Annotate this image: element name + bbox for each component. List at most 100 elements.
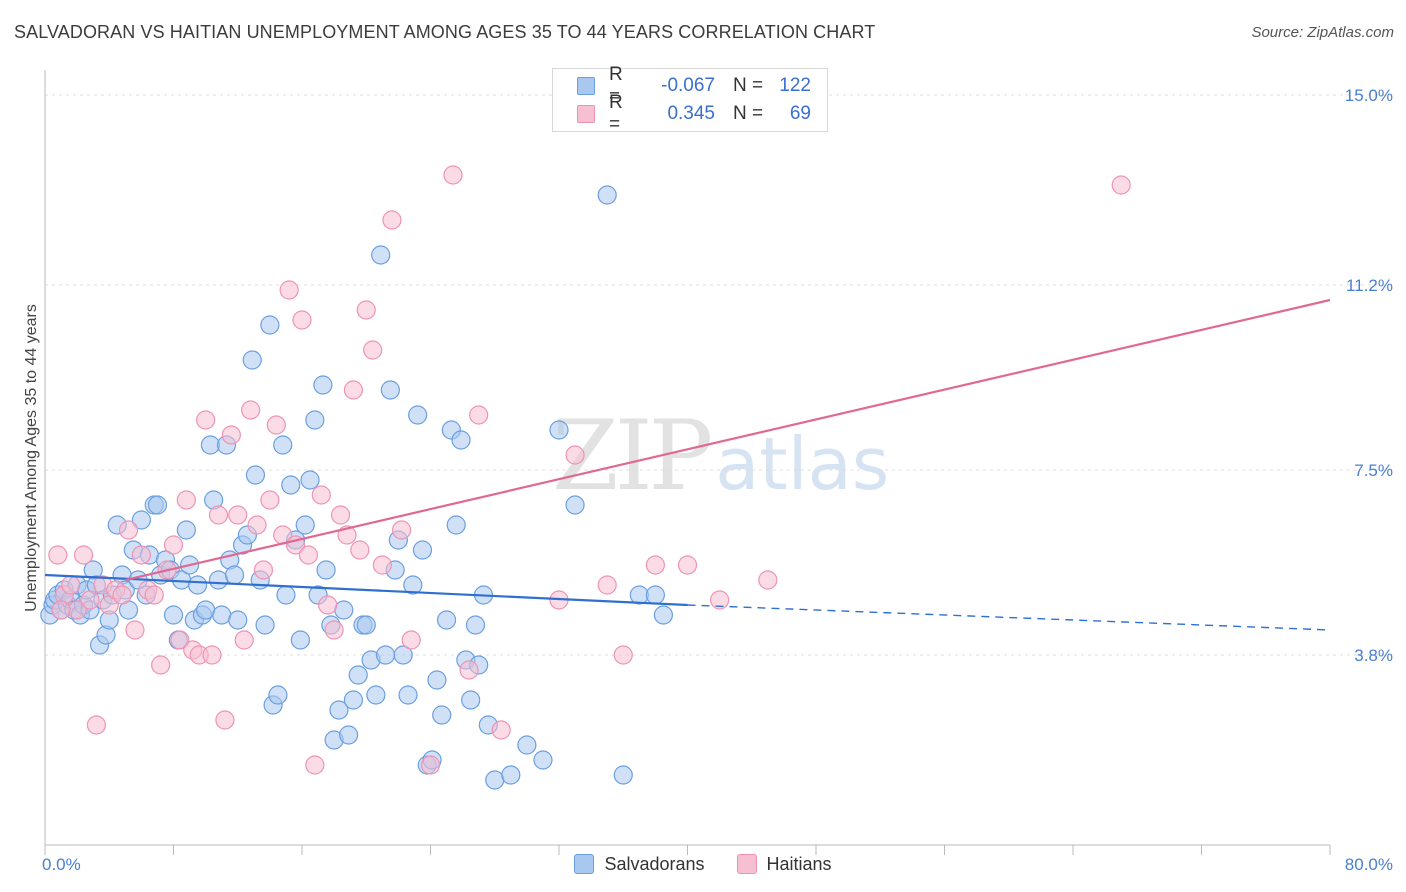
haitian-trend-line bbox=[125, 298, 1331, 582]
haitian-point bbox=[401, 630, 421, 650]
salvadoran-point bbox=[549, 420, 569, 440]
haitian-point bbox=[163, 535, 184, 555]
haitian-point bbox=[61, 575, 81, 595]
salvadoran-point bbox=[212, 605, 232, 625]
salvadoran-point bbox=[290, 630, 310, 650]
haitian-point bbox=[565, 445, 585, 465]
legend-swatch-salvadorans bbox=[577, 77, 595, 95]
legend-row-salvadorans: R = -0.067 N = 122 bbox=[577, 64, 811, 107]
salvadoran-point bbox=[276, 585, 296, 605]
bottom-legend-haitians: Haitians bbox=[736, 854, 832, 875]
legend-n-value: 69 bbox=[789, 103, 811, 124]
salvadoran-point bbox=[268, 685, 288, 705]
haitian-point bbox=[1111, 175, 1131, 195]
salvadoran-trend-line bbox=[44, 573, 688, 607]
haitian-point bbox=[356, 300, 376, 320]
haitian-point bbox=[645, 555, 665, 575]
haitian-point bbox=[112, 585, 132, 605]
salvadoran-point bbox=[398, 685, 418, 705]
salvadoran-point bbox=[565, 495, 585, 515]
haitian-point bbox=[469, 405, 489, 425]
legend-n-label: N = bbox=[733, 103, 764, 124]
salvadoran-point bbox=[645, 585, 665, 605]
source-label: Source: ZipAtlas.com bbox=[1251, 24, 1394, 41]
salvadoran-point bbox=[393, 645, 413, 665]
haitian-point bbox=[73, 545, 94, 565]
salvadoran-point bbox=[436, 610, 457, 630]
y-axis-label: Unemployment Among Ages 35 to 44 years bbox=[23, 304, 40, 612]
haitian-point bbox=[80, 590, 100, 610]
salvadoran-point bbox=[597, 185, 617, 205]
y-tick-label: 3.8% bbox=[1354, 646, 1393, 665]
salvadoran-trend-extension bbox=[687, 604, 1331, 631]
salvadoran-point bbox=[343, 690, 363, 710]
salvadoran-point bbox=[242, 350, 262, 370]
salvadoran-point bbox=[316, 560, 336, 580]
salvadoran-point bbox=[375, 645, 396, 665]
salvadoran-point bbox=[380, 380, 400, 400]
salvadoran-point bbox=[446, 515, 466, 535]
salvadoran-point bbox=[432, 705, 452, 725]
salvadoran-point bbox=[501, 765, 521, 785]
haitian-point bbox=[51, 600, 71, 620]
haitian-point bbox=[266, 415, 286, 435]
salvadoran-point bbox=[313, 375, 333, 395]
salvadoran-point bbox=[461, 690, 481, 710]
salvadoran-point bbox=[348, 665, 368, 685]
salvadoran-point bbox=[517, 735, 537, 755]
legend-r-label: R = bbox=[609, 92, 623, 135]
salvadoran-point bbox=[295, 515, 315, 535]
salvadoran-point bbox=[200, 435, 221, 455]
haitian-point bbox=[443, 165, 463, 185]
salvadoran-point bbox=[485, 770, 505, 790]
salvadoran-point bbox=[465, 615, 486, 635]
salvadoran-point bbox=[305, 410, 325, 430]
haitian-point bbox=[420, 755, 441, 775]
legend-n-label: N = bbox=[733, 75, 764, 96]
bottom-legend: Salvadorans Haitians bbox=[0, 851, 1406, 877]
legend-r-value: -0.067 bbox=[661, 75, 715, 96]
salvadoran-point bbox=[260, 315, 280, 335]
haitian-point bbox=[298, 545, 319, 565]
tick-labels: 3.8% 7.5% 11.2% 15.0% 0.0% 80.0% bbox=[42, 86, 1393, 874]
haitian-point bbox=[208, 505, 229, 525]
haitian-point bbox=[318, 595, 338, 615]
salvadoran-point bbox=[451, 430, 471, 450]
haitian-point bbox=[241, 400, 261, 420]
haitian-point bbox=[221, 425, 241, 445]
haitian-point bbox=[228, 505, 248, 525]
haitian-point bbox=[597, 575, 617, 595]
haitian-point bbox=[292, 310, 312, 330]
haitian-point bbox=[382, 210, 402, 230]
trend-lines bbox=[44, 298, 1331, 631]
salvadoran-point bbox=[208, 570, 229, 590]
salvadoran-point bbox=[412, 540, 433, 560]
salvadoran-point bbox=[224, 565, 245, 585]
haitian-point bbox=[710, 590, 730, 610]
haitian-point bbox=[118, 520, 139, 540]
haitian-point bbox=[758, 570, 778, 590]
legend-r-value: 0.345 bbox=[667, 103, 715, 124]
chart-title: SALVADORAN VS HAITIAN UNEMPLOYMENT AMONG… bbox=[14, 22, 876, 42]
gridlines bbox=[45, 94, 1395, 656]
salvadoran-point bbox=[366, 685, 386, 705]
haitian-point bbox=[363, 340, 383, 360]
bottom-legend-salvadorans: Salvadorans bbox=[574, 854, 705, 875]
haitian-point bbox=[330, 505, 351, 525]
bottom-legend-swatch-haitians bbox=[736, 854, 757, 874]
salvadoran-point bbox=[147, 495, 168, 515]
haitian-point bbox=[343, 380, 363, 400]
haitian-point bbox=[459, 660, 479, 680]
haitian-point bbox=[215, 710, 235, 730]
salvadoran-point bbox=[427, 670, 447, 690]
salvadoran-point bbox=[629, 585, 649, 605]
salvadoran-point bbox=[300, 470, 320, 490]
salvadoran-point bbox=[176, 520, 196, 540]
haitian-point bbox=[260, 490, 280, 510]
haitian-point bbox=[677, 555, 698, 575]
salvadoran-point bbox=[163, 605, 184, 625]
x-tick-label-min: 0.0% bbox=[42, 855, 81, 874]
haitian-point bbox=[247, 515, 267, 535]
haitian-points bbox=[48, 165, 1131, 775]
haitian-point bbox=[131, 545, 151, 565]
